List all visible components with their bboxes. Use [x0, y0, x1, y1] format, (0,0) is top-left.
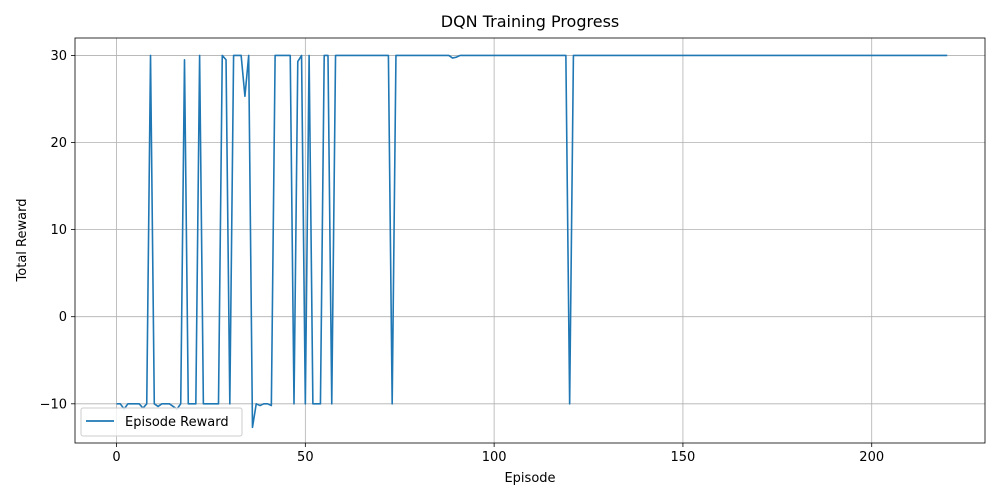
- x-tick-label: 0: [112, 450, 120, 465]
- x-tick-label: 100: [482, 450, 507, 465]
- ticks-layer: 0 50 100 150 200 −10 0 10 20 30: [40, 49, 885, 465]
- legend-label-episode-reward: Episode Reward: [125, 415, 229, 430]
- y-tick-label: 10: [50, 223, 67, 238]
- series-line-episode-reward: [116, 54, 948, 429]
- x-axis-label: Episode: [504, 471, 555, 486]
- y-axis-label: Total Reward: [15, 199, 30, 283]
- legend-box: [80, 407, 243, 437]
- x-tick-label: 50: [297, 450, 314, 465]
- y-tick-label: 0: [59, 310, 67, 325]
- x-tick-label: 150: [671, 450, 696, 465]
- grid-layer: [75, 38, 985, 443]
- legend: Episode Reward: [80, 407, 243, 437]
- y-tick-label: −10: [40, 397, 67, 412]
- series-layer: [116, 54, 948, 429]
- plot-frame: [74, 37, 986, 444]
- x-tick-label: 200: [859, 450, 884, 465]
- chart-title: DQN Training Progress: [441, 12, 619, 31]
- y-tick-label: 20: [50, 136, 67, 151]
- y-tick-label: 30: [50, 49, 67, 64]
